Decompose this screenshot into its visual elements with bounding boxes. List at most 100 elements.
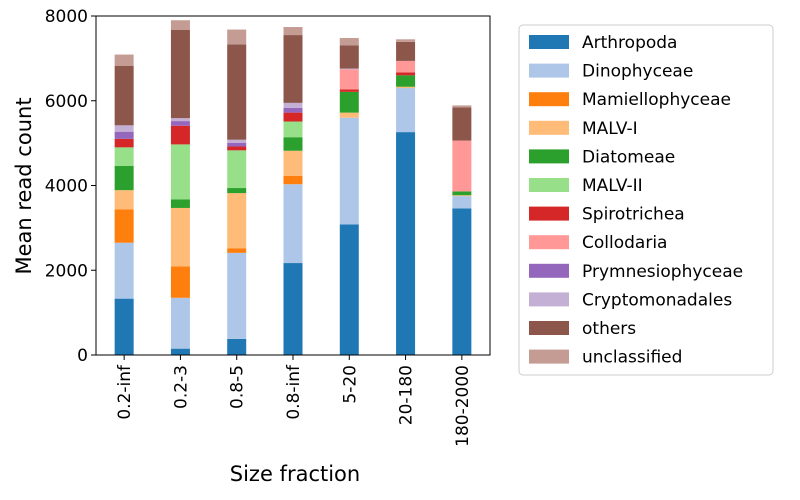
legend-swatch <box>529 349 569 364</box>
legend-label: others <box>582 319 636 339</box>
bar-segment-prymnesiophyceae-0.2-3 <box>170 121 190 126</box>
x-tick-label: 0.8-inf <box>284 364 304 420</box>
x-tick-label: 5-20 <box>340 365 360 404</box>
bar-segment-spirotrichea-0.2-3 <box>170 125 190 145</box>
legend: Arthropoda Dinophyceae Mamiellophyceae MALV… <box>518 24 774 376</box>
legend-label: MALV-II <box>582 176 643 196</box>
bar-segment-mamiellophyceae-0.8-inf <box>283 175 303 185</box>
legend-swatch <box>529 35 569 49</box>
bar-segment-diatomeae-20-180 <box>396 75 416 87</box>
bar-segment-spirotrichea-20-180 <box>396 72 416 76</box>
bar-segment-collodaria-180-2000 <box>452 140 472 192</box>
x-axis-label: Size fraction <box>230 462 360 486</box>
bar-segment-diatomeae-0.8-inf <box>283 137 303 151</box>
bar-segment-malv-i-0.8-5 <box>227 193 247 249</box>
bar-segment-others-0.2-inf <box>114 66 134 126</box>
bar-segment-diatomeae-5-20 <box>339 91 359 113</box>
bar-segment-mamiellophyceae-0.8-5 <box>227 248 247 253</box>
bar-segment-diatomeae-0.2-3 <box>170 199 190 208</box>
bar-segment-malv-ii-0.2-inf <box>114 147 134 167</box>
bar-segment-arthropoda-5-20 <box>339 224 359 355</box>
bar-segment-mamiellophyceae-0.2-inf <box>114 209 134 243</box>
bar-segment-malv-ii-0.2-3 <box>170 144 190 200</box>
legend-frame <box>518 24 774 376</box>
x-tick-label: 0.2-inf <box>115 364 135 420</box>
bar-segment-collodaria-5-20 <box>339 69 359 90</box>
bar-segment-cryptomonadales-0.8-inf <box>283 102 303 108</box>
bar-segment-malv-i-180-2000 <box>452 195 472 197</box>
y-tick-label: 4000 <box>45 177 88 197</box>
bar-segment-collodaria-20-180 <box>396 60 416 73</box>
legend-label: Mamiellophyceae <box>582 90 731 110</box>
bar-segment-prymnesiophyceae-0.2-inf <box>114 131 134 139</box>
bar-segment-cryptomonadales-0.2-3 <box>170 118 190 122</box>
bar-segment-dinophyceae-0.2-inf <box>114 242 134 299</box>
y-tick-label: 6000 <box>45 92 88 112</box>
legend-swatch <box>529 263 569 278</box>
y-axis: 0 2000 4000 6000 8000 <box>45 7 96 366</box>
legend-swatch <box>529 321 569 335</box>
legend-swatch <box>529 149 569 164</box>
legend-swatch <box>529 120 569 135</box>
bar-segment-others-0.2-3 <box>170 29 190 119</box>
bar-segment-unclassified-180-2000 <box>452 105 472 108</box>
bar-segment-diatomeae-180-2000 <box>452 191 472 196</box>
x-tick-label: 0.2-3 <box>171 365 191 409</box>
legend-swatch <box>529 292 569 307</box>
bar-segment-spirotrichea-5-20 <box>339 89 359 92</box>
legend-swatch <box>529 206 569 221</box>
legend-swatch <box>529 178 569 192</box>
bar-segment-unclassified-5-20 <box>339 38 359 46</box>
y-tick-label: 0 <box>77 346 88 366</box>
bar-segment-diatomeae-0.2-inf <box>114 166 134 191</box>
bar-segment-arthropoda-0.8-5 <box>227 338 247 355</box>
bar-segment-arthropoda-20-180 <box>396 132 416 355</box>
bar-segment-arthropoda-0.2-3 <box>170 348 190 355</box>
legend-label: Diatomeae <box>582 147 675 167</box>
bar-segment-prymnesiophyceae-0.8-inf <box>283 107 303 113</box>
bar-segment-dinophyceae-0.2-3 <box>170 297 190 349</box>
bar-segment-dinophyceae-0.8-inf <box>283 184 303 264</box>
bar-segment-cryptomonadales-5-20 <box>339 68 359 70</box>
x-tick-label: 20-180 <box>397 365 417 425</box>
x-tick-label: 0.8-5 <box>228 365 248 409</box>
bar-segment-prymnesiophyceae-0.8-5 <box>227 142 247 147</box>
bar-segment-malv-i-0.2-inf <box>114 190 134 210</box>
y-tick-label: 2000 <box>45 261 88 281</box>
x-tick-label: 180-2000 <box>453 365 473 447</box>
legend-label: MALV-I <box>582 119 638 139</box>
legend-label: unclassified <box>582 348 682 368</box>
bar-segment-arthropoda-0.2-inf <box>114 298 134 355</box>
bar-segment-unclassified-0.2-3 <box>170 20 190 30</box>
bars-group <box>114 20 472 355</box>
bar-segment-diatomeae-0.8-5 <box>227 188 247 194</box>
bar-segment-unclassified-20-180 <box>396 39 416 42</box>
legend-label: Dinophyceae <box>582 62 693 82</box>
bar-segment-unclassified-0.8-inf <box>283 27 303 36</box>
bar-segment-malv-ii-0.8-inf <box>283 121 303 138</box>
bar-segment-malv-i-5-20 <box>339 112 359 118</box>
bar-segment-others-0.8-inf <box>283 35 303 103</box>
legend-swatch <box>529 92 569 107</box>
bar-segment-dinophyceae-180-2000 <box>452 196 472 209</box>
bar-segment-dinophyceae-5-20 <box>339 117 359 225</box>
bar-segment-others-180-2000 <box>452 107 472 141</box>
legend-label: Arthropoda <box>582 33 677 53</box>
legend-label: Cryptomonadales <box>582 290 732 310</box>
legend-label: Prymnesiophyceae <box>582 262 743 282</box>
bar-segment-others-0.8-5 <box>227 44 247 140</box>
bar-segment-mamiellophyceae-0.2-3 <box>170 266 190 298</box>
bar-segment-others-5-20 <box>339 45 359 69</box>
bar-segment-arthropoda-180-2000 <box>452 208 472 355</box>
bar-segment-spirotrichea-0.8-inf <box>283 112 303 122</box>
y-tick-label: 8000 <box>45 7 88 27</box>
bar-segment-arthropoda-0.8-inf <box>283 263 303 355</box>
bar-segment-unclassified-0.8-5 <box>227 29 247 45</box>
bar-segment-spirotrichea-0.2-inf <box>114 138 134 148</box>
bar-segment-dinophyceae-0.8-5 <box>227 252 247 339</box>
bar-segment-malv-i-20-180 <box>396 86 416 89</box>
legend-swatch <box>529 235 569 250</box>
bar-segment-others-20-180 <box>396 41 416 61</box>
legend-swatch <box>529 63 569 78</box>
